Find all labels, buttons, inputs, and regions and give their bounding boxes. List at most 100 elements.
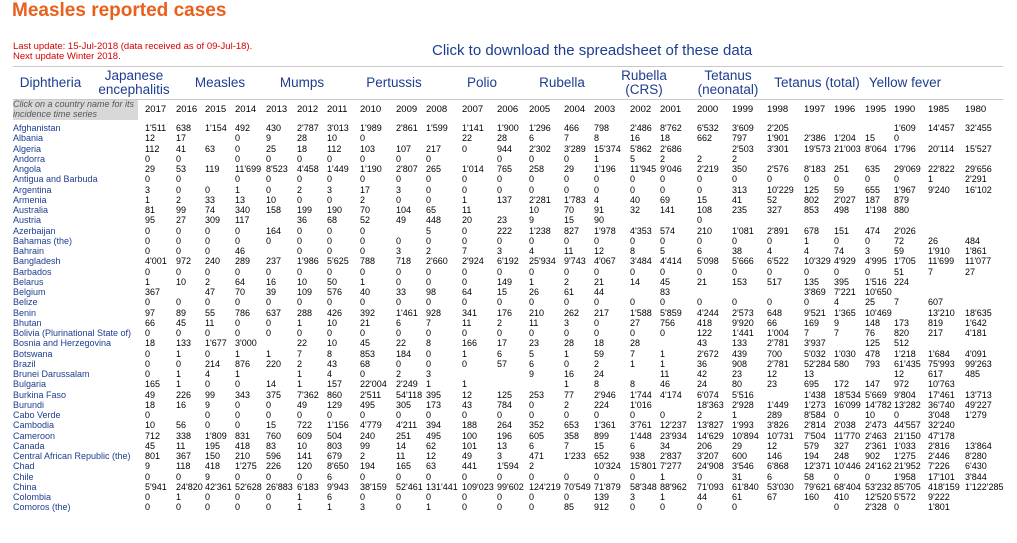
cell-value: 3'869 (804, 287, 826, 297)
cell-value: 679 (327, 451, 343, 461)
cell-value: 0 (732, 297, 738, 308)
cell-value: 0 (297, 297, 303, 308)
cell-value: 63 (426, 461, 437, 472)
cell-value: 4'174 (660, 389, 682, 400)
country-link[interactable]: Algeria (13, 143, 42, 154)
country-link[interactable]: Albania (13, 133, 44, 144)
tab-5[interactable]: Polio (444, 76, 520, 90)
cell-value: 0 (205, 297, 211, 308)
cell-value: 0 (235, 328, 241, 338)
tab-4[interactable]: Pertussis (344, 76, 444, 90)
country-link[interactable]: Bahrain (13, 246, 45, 256)
country-link[interactable]: Comoros (the) (13, 502, 71, 513)
cell-value: 2'781 (767, 338, 789, 349)
country-link[interactable]: Bahamas (the) (13, 235, 73, 246)
country-link[interactable]: Colombia (13, 492, 52, 502)
country-link[interactable]: Brunei Darussalam (13, 369, 90, 379)
country-link[interactable]: Bolivia (Plurinational State of) (13, 328, 132, 338)
cell-value: 0 (564, 174, 570, 185)
cell-value: 7 (297, 348, 303, 359)
cell-value: 69 (660, 194, 671, 205)
cell-value: 352 (529, 420, 545, 431)
country-link[interactable]: Andorra (13, 153, 46, 164)
cell-value: 1 (426, 379, 432, 390)
cell-value: 52'284 (804, 358, 831, 369)
cell-value: 165 (145, 379, 161, 390)
download-spreadsheet-link[interactable]: Click to download the spreadsheet of the… (432, 42, 753, 59)
country-link[interactable]: Bhutan (13, 317, 42, 328)
tab-2[interactable]: Measles (180, 76, 260, 90)
cell-value: 7'221 (834, 287, 856, 297)
country-link[interactable]: Cameroon (13, 430, 56, 441)
cell-value: 224 (894, 276, 910, 287)
cell-value: 9 (205, 399, 211, 410)
country-link[interactable]: Cabo Verde (13, 410, 61, 420)
country-link[interactable]: Barbados (13, 266, 52, 277)
country-link[interactable]: Chile (13, 471, 34, 482)
cell-value: 169 (804, 317, 820, 328)
cell-value: 45 (145, 440, 156, 451)
cell-value: 12 (594, 246, 605, 256)
country-link[interactable]: Burkina Faso (13, 389, 67, 400)
country-link[interactable]: Argentina (13, 184, 52, 195)
cell-value: 1'642 (965, 317, 987, 328)
year-header-2011: 2011 (327, 104, 348, 115)
table-row: Cambodia 10 56 0 0 15 722 1'156 4'779 4'211 394 188… (0, 420, 1017, 430)
cell-value: 466 (564, 123, 580, 133)
tab-3[interactable]: Mumps (260, 76, 344, 90)
country-link[interactable]: Austria (13, 215, 42, 226)
cell-value: 49 (297, 399, 308, 410)
country-link[interactable]: Angola (13, 164, 42, 174)
country-link[interactable]: China (13, 481, 37, 492)
cell-value: 2'205 (767, 123, 789, 133)
tab-8[interactable]: Tetanus (neonatal) (684, 69, 772, 97)
cell-value: 29 (145, 164, 156, 174)
cell-value: 59 (834, 184, 845, 195)
country-link[interactable]: Central African Republic (the) (13, 451, 131, 461)
tab-1[interactable]: Japanese encephalitis (88, 69, 180, 97)
country-link[interactable]: Bulgaria (13, 379, 47, 390)
country-link[interactable]: Azerbaijan (13, 225, 56, 236)
country-link[interactable]: Benin (13, 307, 37, 318)
cell-value: 395 (426, 389, 442, 400)
tab-6[interactable]: Rubella (520, 76, 604, 90)
cell-value: 0 (327, 266, 333, 277)
country-link[interactable]: Bangladesh (13, 256, 61, 267)
cell-value: 0 (235, 492, 241, 502)
cell-value: 0 (894, 410, 900, 420)
tab-0[interactable]: Diphtheria (13, 76, 88, 90)
country-link[interactable]: Brazil (13, 358, 36, 369)
country-link[interactable]: Afghanistan (13, 123, 61, 133)
country-link[interactable]: Armenia (13, 194, 47, 205)
country-link[interactable]: Belize (13, 297, 38, 308)
tab-9[interactable]: Tetanus (total) (772, 76, 862, 90)
cell-value: 1'967 (894, 184, 916, 195)
cell-value: 7 (564, 133, 570, 144)
cell-value: 160 (804, 492, 820, 502)
country-link[interactable]: Belarus (13, 276, 44, 287)
country-link[interactable]: Antigua and Barbuda (13, 174, 98, 185)
cell-value: 2'928 (732, 399, 754, 410)
country-link[interactable]: Botswana (13, 348, 53, 359)
cell-value: 62 (426, 440, 437, 451)
cell-value: 61 (564, 287, 575, 297)
cell-value: 0 (564, 492, 570, 502)
country-link[interactable]: Cambodia (13, 420, 55, 431)
country-link[interactable]: Australia (13, 205, 49, 215)
country-link[interactable]: Bosnia and Herzegovina (13, 338, 112, 349)
cell-value: 226 (176, 389, 192, 400)
cell-value: 9'046 (660, 164, 682, 174)
tab-7[interactable]: Rubella (CRS) (604, 69, 684, 97)
country-link[interactable]: Chad (13, 461, 35, 472)
country-link[interactable]: Burundi (13, 399, 45, 410)
cell-value: 0 (697, 297, 703, 308)
cell-value: 13 (235, 194, 246, 205)
cell-value: 45 (360, 338, 371, 349)
country-link[interactable]: Belgium (13, 287, 46, 297)
cell-value: 149 (497, 276, 513, 287)
cell-value: 13 (497, 440, 508, 451)
tab-10[interactable]: Yellow fever (862, 76, 948, 90)
cell-value: 0 (594, 410, 600, 420)
cell-value: 1'004 (767, 328, 789, 338)
country-link[interactable]: Canada (13, 440, 45, 451)
